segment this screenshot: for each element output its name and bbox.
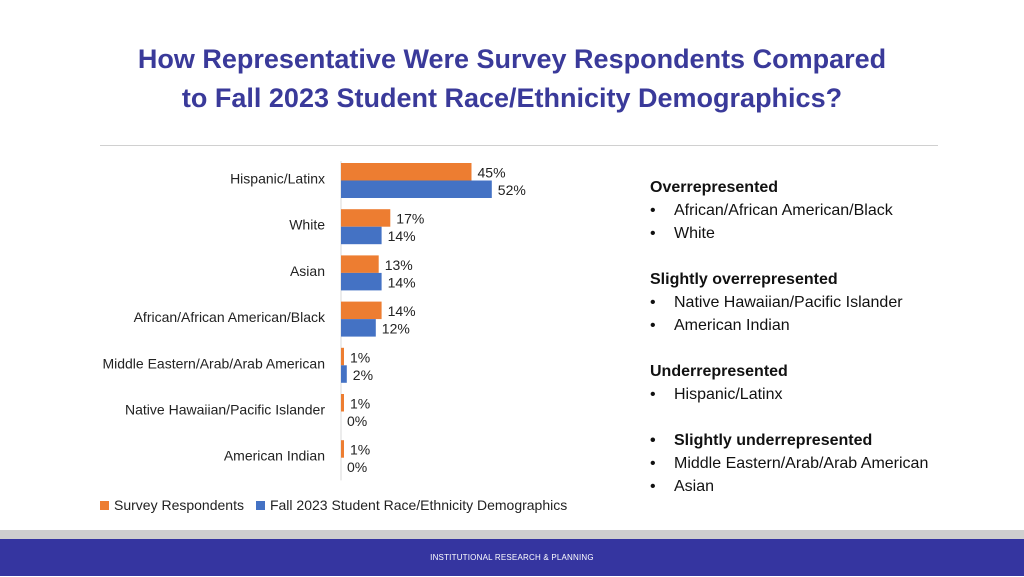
notes-item: African/African American/Black (650, 199, 1020, 222)
bar-survey (341, 209, 391, 227)
notes-group-slightly-underrepresented: Slightly underrepresented Middle Eastern… (650, 429, 1020, 498)
category-label: American Indian (224, 448, 325, 464)
bar-survey (341, 301, 382, 320)
legend-label-fall2023: Fall 2023 Student Race/Ethnicity Demogra… (269, 497, 568, 513)
category-label: White (289, 217, 325, 233)
notes-item: Asian (650, 475, 1020, 498)
title-divider (100, 145, 938, 146)
notes-heading: Underrepresented (650, 363, 788, 380)
bar-survey (341, 163, 472, 181)
data-label: 52% (498, 182, 526, 198)
bar-survey (341, 347, 344, 366)
data-label: 1% (350, 396, 370, 412)
data-label: 45% (478, 165, 506, 181)
category-label: Asian (290, 263, 325, 279)
chart-title: How Representative Were Survey Responden… (0, 40, 1024, 118)
footer-divider (0, 530, 1024, 539)
bar-fall2023 (341, 180, 492, 198)
bar-survey (341, 255, 379, 273)
notes-group-slightly-overrepresented: Slightly overrepresented Native Hawaiian… (650, 268, 1020, 337)
notes-heading: Overrepresented (650, 179, 779, 196)
notes-item: Middle Eastern/Arab/Arab American (650, 452, 1020, 475)
representation-notes: Overrepresented African/African American… (650, 176, 1020, 521)
chart-legend: Survey Respondents Fall 2023 Student Rac… (100, 497, 567, 513)
notes-group-underrepresented: Underrepresented Hispanic/Latinx (650, 360, 1020, 406)
data-label: 17% (396, 211, 424, 227)
data-label: 2% (353, 367, 373, 383)
notes-item: White (650, 222, 1020, 245)
legend-swatch-survey (100, 500, 109, 510)
category-label: Native Hawaiian/Pacific Islander (125, 402, 325, 418)
notes-heading: Slightly overrepresented (650, 271, 838, 288)
legend-label-survey: Survey Respondents (114, 497, 244, 513)
bar-chart: Hispanic/Latinx 45%52%White 17%14%Asian 13%… (102, 161, 526, 481)
notes-group-overrepresented: Overrepresented African/African American… (650, 176, 1020, 245)
notes-item: Hispanic/Latinx (650, 383, 1020, 406)
notes-item: Native Hawaiian/Pacific Islander (650, 291, 1020, 314)
data-label: 14% (388, 274, 416, 290)
data-label: 14% (388, 228, 416, 244)
bar-fall2023 (341, 365, 347, 383)
data-label: 1% (350, 349, 370, 365)
notes-item: American Indian (650, 314, 1020, 337)
bar-fall2023 (341, 226, 382, 245)
title-line-1: How Representative Were Survey Responden… (137, 44, 887, 74)
data-label: 13% (385, 257, 413, 273)
data-label: 12% (382, 321, 410, 337)
bar-fall2023 (341, 319, 376, 337)
bar-survey (341, 440, 344, 458)
footer-bar: INSTITUTIONAL RESEARCH & PLANNING (0, 539, 1024, 576)
category-label: Middle Eastern/Arab/Arab American (102, 355, 325, 371)
footer-text: INSTITUTIONAL RESEARCH & PLANNING (430, 553, 594, 562)
category-label: Hispanic/Latinx (230, 171, 325, 187)
data-label: 14% (388, 303, 416, 319)
legend-swatch-fall2023 (255, 500, 265, 510)
category-label: African/African American/Black (134, 309, 326, 325)
data-label: 0% (347, 459, 367, 475)
data-label: 1% (350, 442, 370, 458)
bar-survey (341, 394, 344, 412)
bar-fall2023 (341, 272, 382, 291)
notes-item: Slightly underrepresented (650, 429, 1020, 452)
title-line-2: to Fall 2023 Student Race/Ethnicity Demo… (181, 83, 843, 113)
data-label: 0% (347, 413, 367, 429)
